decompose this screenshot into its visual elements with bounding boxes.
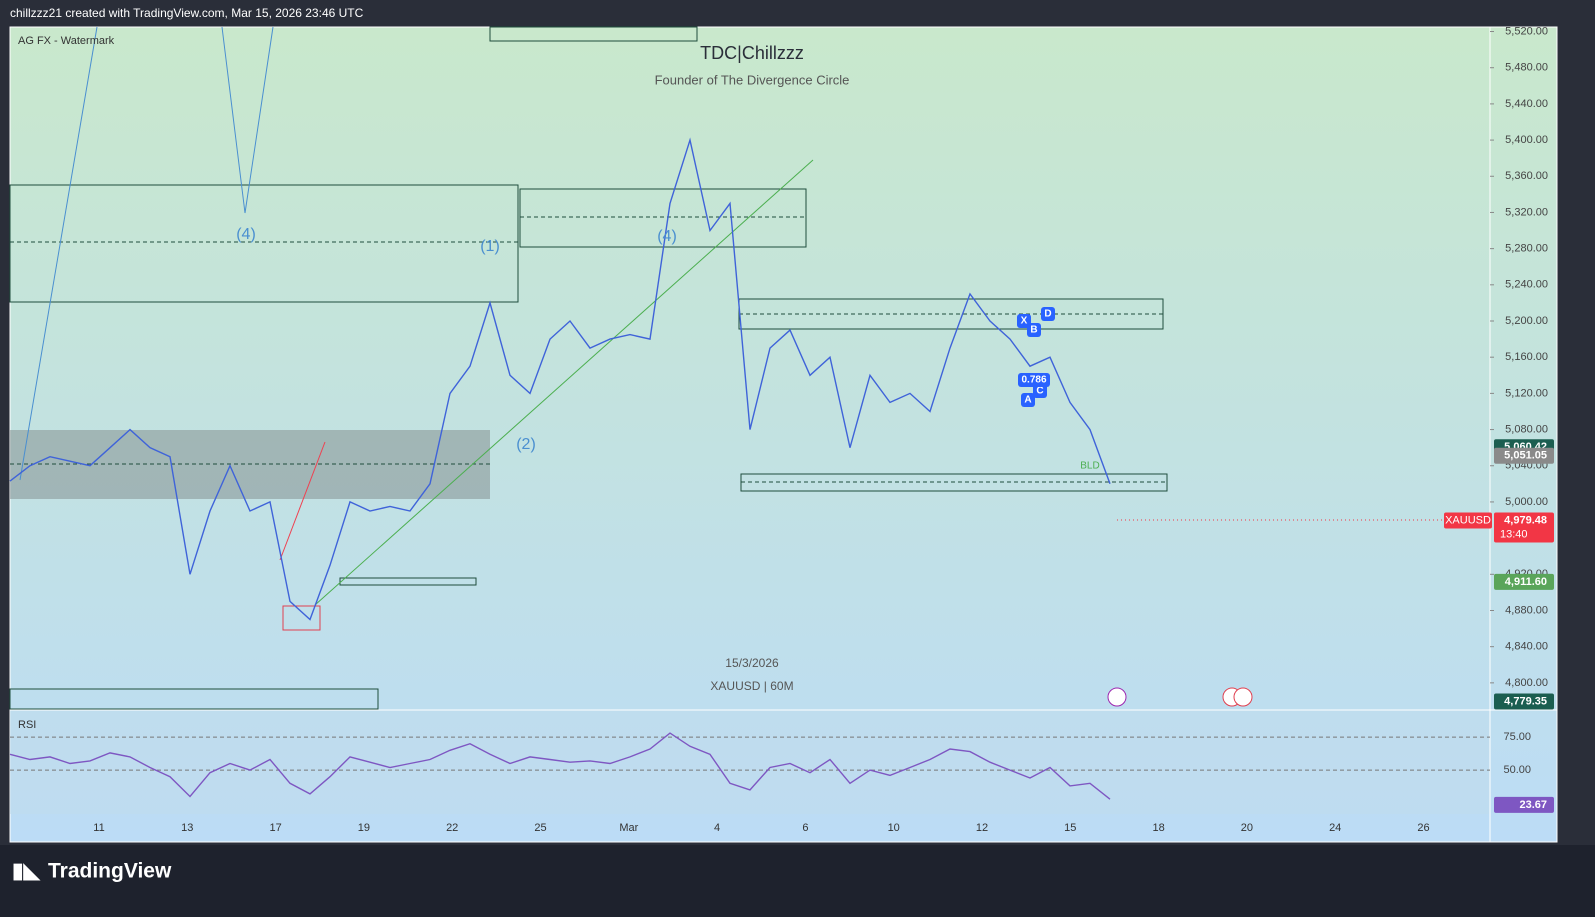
event-icon (1233, 687, 1253, 707)
annotation-badge (1027, 323, 1041, 337)
price-tag-label: 4,911.60 (1505, 576, 1547, 588)
y-tick-label: 5,120.00 (1505, 387, 1548, 399)
x-tick-label: 25 (534, 822, 546, 834)
x-tick-label: 18 (1152, 822, 1164, 834)
x-tick-label: 15 (1064, 822, 1076, 834)
current-price-label: 4,979.48 (1504, 514, 1547, 526)
symbol-tag (1444, 512, 1492, 529)
rsi-tick-label: 75.00 (1503, 731, 1531, 743)
y-tick-label: 5,000.00 (1505, 496, 1548, 508)
x-tick-label: 26 (1417, 822, 1429, 834)
y-tick-label: 5,280.00 (1505, 243, 1548, 255)
event-icon (1107, 687, 1127, 707)
rsi-tick-label: 50.00 (1503, 764, 1531, 776)
annotation: A (1024, 395, 1031, 406)
x-tick-label: 4 (714, 822, 720, 834)
annotation-badge (1021, 393, 1035, 407)
drawings (9, 26, 1490, 710)
y-tick-label: 5,360.00 (1505, 170, 1548, 182)
annotation: (2) (516, 436, 536, 453)
symbol-label: XAUUSD | 60M (710, 679, 793, 693)
y-tick-label: 4,840.00 (1505, 641, 1548, 653)
annotation: C (1036, 386, 1043, 397)
annotation: 0.786 (1021, 375, 1046, 386)
x-tick-label: Mar (619, 822, 638, 834)
x-tick-label: 17 (269, 822, 281, 834)
annotation-badge (1033, 384, 1047, 398)
y-tick-label: 4,880.00 (1505, 604, 1548, 616)
y-tick-label: 5,520.00 (1505, 25, 1548, 37)
y-tick-label: 5,160.00 (1505, 351, 1548, 363)
symbol-tag-label: XAUUSD (1445, 514, 1491, 526)
x-tick-label: 12 (976, 822, 988, 834)
x-tick-label: 20 (1241, 822, 1253, 834)
chart-subtitle: Founder of The Divergence Circle (655, 72, 850, 87)
zone (339, 577, 477, 586)
date-label: 15/3/2026 (725, 656, 779, 670)
zone (9, 184, 519, 303)
annotation: (4) (236, 226, 256, 243)
trend-line (314, 159, 814, 606)
arrow (279, 441, 326, 561)
price-tag-label: 5,051.05 (1504, 450, 1547, 462)
countdown: 13:40 (1500, 528, 1528, 540)
y-tick-label: 5,320.00 (1505, 206, 1548, 218)
current-price-tag (1494, 512, 1554, 543)
price-tag (1494, 693, 1554, 710)
zone (489, 26, 698, 42)
wave-line (19, 26, 98, 481)
header-text: chillzzz21 created with TradingView.com,… (10, 6, 364, 20)
annotation: D (1044, 309, 1051, 320)
y-tick-label: 4,800.00 (1505, 677, 1548, 689)
x-tick-label: 11 (93, 822, 104, 834)
rsi-tag-label: 23.67 (1519, 799, 1547, 811)
y-tick-label: 5,400.00 (1505, 134, 1548, 146)
watermark: AG FX - Watermark (18, 35, 115, 47)
annotation: B (1030, 325, 1037, 336)
zone-red (282, 605, 321, 631)
rsi-line (9, 732, 1111, 800)
footer-logo: TradingView (48, 860, 172, 883)
price-tag (1494, 447, 1554, 464)
y-tick-label: 5,200.00 (1505, 315, 1548, 327)
wave-line (221, 26, 274, 214)
price-tag (1494, 573, 1554, 590)
annotation: (4) (657, 228, 677, 245)
x-tick-label: 22 (446, 822, 458, 834)
price-tag-label: 4,779.35 (1504, 695, 1547, 707)
rsi-pane (10, 710, 1490, 814)
annotation: (1) (480, 238, 500, 255)
y-tick-label: 5,440.00 (1505, 98, 1548, 110)
rsi-tag (1494, 796, 1554, 813)
x-tick-label: 24 (1329, 822, 1341, 834)
y-tick-label: 5,240.00 (1505, 279, 1548, 291)
zone (9, 688, 379, 710)
footer-bar (0, 845, 1595, 917)
y-tick-label: 5,080.00 (1505, 423, 1548, 435)
price-line-series (9, 137, 1111, 621)
x-tick-label: 13 (181, 822, 193, 834)
annotation: BLD (1080, 461, 1099, 472)
y-tick-label: 5,480.00 (1505, 62, 1548, 74)
header-bar (0, 0, 1595, 27)
annotation-badge (1018, 373, 1050, 387)
x-tick-label: 19 (358, 822, 370, 834)
rsi-title: RSI (18, 719, 36, 731)
logo-mark: ▮◣ (12, 860, 42, 883)
annotation: X (1021, 316, 1028, 327)
chart-title: TDC|Chillzzz (700, 43, 804, 63)
x-tick-label: 10 (888, 822, 900, 834)
x-tick-label: 6 (802, 822, 808, 834)
annotation-badge (1041, 307, 1055, 321)
